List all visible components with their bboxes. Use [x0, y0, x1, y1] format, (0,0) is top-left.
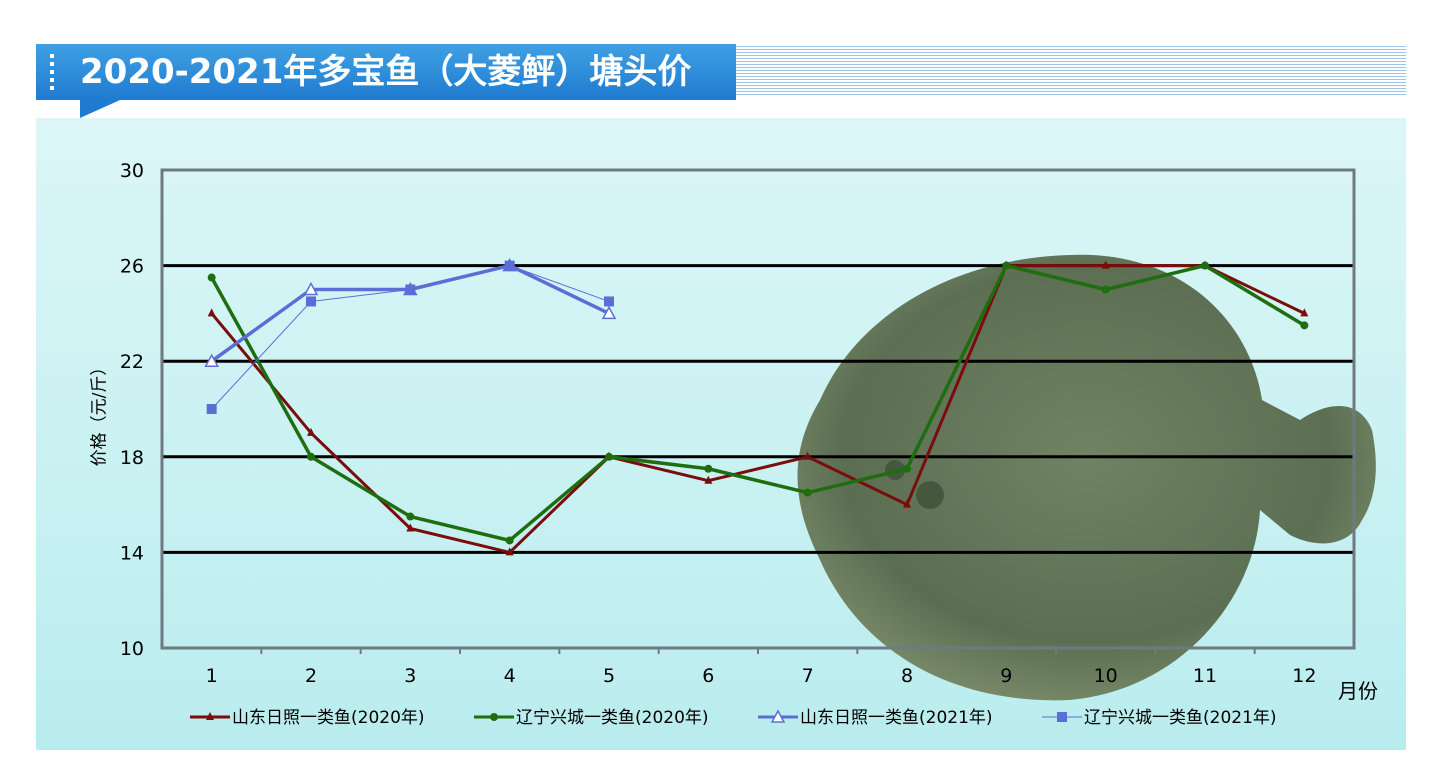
series-line — [210, 263, 1306, 543]
legend-label: 辽宁兴城一类鱼(2020年) — [516, 708, 709, 728]
data-point — [307, 427, 315, 436]
chart-title: 2020-2021年多宝鱼（大菱鲆）塘头价 — [80, 52, 692, 92]
data-point — [207, 273, 216, 282]
legend-label: 辽宁兴城一类鱼(2021年) — [1084, 708, 1277, 728]
data-point — [1300, 308, 1309, 317]
data-point — [1101, 285, 1110, 294]
data-point — [605, 452, 613, 461]
y-tick-label: 18 — [120, 447, 144, 469]
data-point — [405, 284, 416, 295]
data-point — [206, 404, 217, 414]
data-point — [306, 296, 316, 307]
x-tick-label: 6 — [702, 665, 714, 687]
data-point — [903, 464, 911, 473]
data-point — [604, 296, 614, 307]
x-tick-label: 3 — [404, 665, 416, 687]
data-point — [803, 451, 812, 460]
data-point — [704, 475, 713, 484]
x-tick-label: 2 — [305, 665, 317, 687]
data-point — [505, 547, 514, 556]
y-tick-label: 30 — [120, 160, 144, 182]
data-point — [1057, 712, 1067, 722]
data-point — [704, 464, 713, 473]
data-point — [1002, 261, 1011, 270]
data-point — [504, 260, 515, 271]
title-banner: 2020-2021年多宝鱼（大菱鲆）塘头价 — [36, 44, 736, 100]
x-tick-label: 7 — [802, 665, 814, 687]
y-axis-label: 价格（元/斤） — [89, 358, 110, 467]
data-point — [490, 713, 498, 721]
data-point — [406, 512, 415, 521]
y-tick-label: 14 — [120, 542, 144, 564]
y-tick-label: 22 — [120, 351, 144, 373]
x-axis-label: 月份 — [1338, 679, 1378, 703]
data-point — [903, 499, 911, 508]
legend-label: 山东日照一类鱼(2020年) — [232, 708, 425, 728]
data-point — [206, 712, 214, 720]
y-tick-label: 26 — [120, 256, 144, 278]
x-tick-label: 4 — [504, 665, 516, 687]
y-tick-label: 10 — [120, 638, 144, 660]
data-point — [204, 353, 219, 367]
data-point — [303, 281, 319, 296]
series-line — [210, 264, 1305, 554]
x-tick-label: 12 — [1292, 665, 1316, 687]
data-point — [207, 308, 216, 317]
fish-illustration — [797, 254, 1376, 701]
dots-decoration — [50, 54, 54, 92]
data-point — [1300, 321, 1309, 330]
banner-tail — [80, 100, 120, 118]
x-tick-label: 5 — [603, 665, 615, 687]
x-tick-label: 1 — [206, 665, 218, 687]
data-point — [601, 305, 617, 320]
data-point — [307, 452, 315, 461]
data-point — [1101, 260, 1110, 269]
x-tick-label: 9 — [1000, 665, 1012, 687]
data-point — [770, 709, 786, 723]
legend: 山东日照一类鱼(2020年) 辽宁兴城一类鱼(2020年) 山东日照一类鱼(2021… — [190, 708, 1277, 728]
legend-label: 山东日照一类鱼(2021年) — [800, 708, 993, 728]
x-tick-label: 11 — [1193, 665, 1217, 687]
data-point — [803, 488, 812, 497]
x-tick-label: 10 — [1094, 665, 1118, 687]
stripe-decoration — [736, 44, 1406, 96]
data-point — [406, 523, 415, 532]
x-tick-label: 8 — [901, 665, 913, 687]
data-point — [505, 536, 514, 545]
data-point — [1201, 261, 1209, 270]
